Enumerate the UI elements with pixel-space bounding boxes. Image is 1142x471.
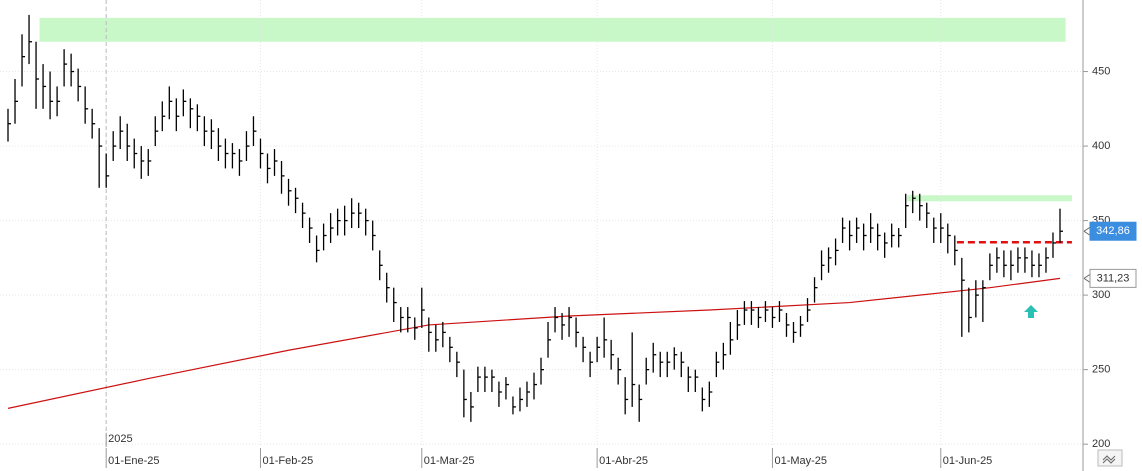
x-tick-label: 01-Ene-25 bbox=[108, 455, 159, 467]
y-tick-label: 400 bbox=[1092, 140, 1110, 152]
settings-button[interactable] bbox=[1097, 449, 1123, 467]
zone bbox=[907, 195, 1072, 202]
y-tick-label: 300 bbox=[1092, 289, 1110, 301]
settings-icon bbox=[1102, 455, 1116, 464]
y-tick-label: 250 bbox=[1092, 364, 1110, 376]
x-tick-label: 01-Abr-25 bbox=[599, 455, 648, 467]
price-pointer bbox=[1083, 226, 1091, 236]
y-tick-label: 200 bbox=[1092, 438, 1110, 450]
x-tick-label: 01-Feb-25 bbox=[262, 455, 313, 467]
x-tick-label: 01-Jun-25 bbox=[943, 455, 993, 467]
signal-arrow bbox=[1024, 305, 1038, 318]
price-label: 342,86 bbox=[1096, 225, 1130, 237]
price-label-box bbox=[1089, 221, 1137, 241]
price-label-box bbox=[1089, 268, 1137, 288]
zone bbox=[39, 17, 1066, 42]
price-pointer bbox=[1083, 273, 1091, 283]
x-tick-label: 01-Mar-25 bbox=[424, 455, 475, 467]
year-label: 2025 bbox=[108, 433, 132, 445]
x-tick-label: 01-May-25 bbox=[774, 455, 827, 467]
y-tick-label: 450 bbox=[1092, 65, 1110, 77]
price-label: 311,23 bbox=[1097, 272, 1130, 284]
